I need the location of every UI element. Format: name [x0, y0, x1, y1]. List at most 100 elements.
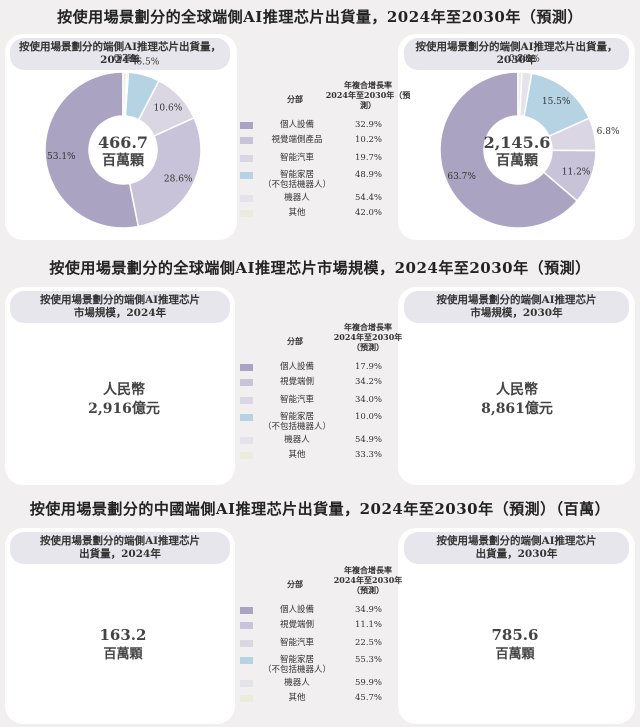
legend-label: 其他: [288, 208, 306, 218]
legend-label: 機器人: [284, 678, 310, 688]
legend-swatch-vision: [240, 379, 253, 386]
slice-label: 63.7%: [447, 172, 476, 182]
legend-cagr-value: 34.2%: [355, 377, 383, 387]
legend-label: 視覺端側: [279, 377, 314, 387]
legend-section-2: 分部 年複合增長率 2024年至2030年 （預測） 個人設備 17.9% 視覺端側 34…: [235, 322, 410, 472]
legend-cagr-value: 54.9%: [355, 435, 383, 445]
legend-swatch-vision: [240, 622, 253, 629]
center-value: 785.6: [491, 626, 539, 644]
panel-header: 按使用場景劃分的端側AI推理芯片 市場規模，2024年: [10, 291, 230, 323]
center-value: 163.2: [99, 626, 147, 644]
legend-swatch-robot: [240, 437, 253, 444]
legend-swatch-personal: [240, 364, 253, 371]
legend-swatch-vision: [240, 137, 253, 144]
slice-label: 0.4%: [117, 54, 140, 64]
legend-label: 智能汽車: [279, 153, 314, 163]
panel-header: 按使用場景劃分的端側AI推理芯片 市場規模，2030年: [404, 291, 629, 323]
donut-center-label: 466.7 百萬顆: [88, 133, 158, 171]
section-title-3: 按使用場景劃分的中國端側AI推理芯片出貨量，2024年至2030年（預測）（百萬…: [29, 500, 611, 518]
legend-cagr-value: 34.9%: [355, 605, 383, 615]
legend-cagr-value: 11.1%: [355, 620, 383, 630]
section-title-1: 按使用場景劃分的全球端側AI推理芯片出貨量，2024年至2030年（預測）: [57, 8, 583, 26]
legend-header-cagr: 年複合增長率 2024年至2030年（預測）: [325, 80, 411, 110]
panel-header: 按使用場景劃分的端側AI推理芯片 出貨量，2030年: [404, 532, 629, 564]
donut-slice-other: [517, 71, 523, 117]
center-unit: 百萬顆: [103, 647, 143, 662]
legend-header-category: 分部: [287, 336, 303, 346]
center-unit: 百萬顆: [496, 153, 538, 169]
legend-label: 個人設備: [279, 120, 314, 130]
legend-label: 視覺端側產品: [271, 135, 323, 145]
legend-cagr-value: 42.0%: [355, 208, 383, 218]
legend-swatch-home: [240, 172, 253, 179]
legend-cagr-value: 17.9%: [355, 362, 383, 372]
section-title-2: 按使用場景劃分的全球端側AI推理芯片市場規模，2024年至2030年（預測）: [49, 259, 591, 277]
center-value: 466.7: [97, 133, 149, 152]
legend-swatch-robot: [240, 680, 253, 687]
legend-cagr-value: 10.0%: [355, 412, 383, 422]
slice-label: 15.5%: [542, 97, 571, 107]
legend-label: 其他: [288, 450, 306, 460]
legend-label: 個人設備: [279, 362, 314, 372]
slice-label: 11.2%: [562, 168, 591, 178]
donut-center-label: 2,145.6 百萬顆: [477, 133, 557, 171]
legend-cagr-value: 45.7%: [355, 693, 383, 703]
donut-center-label: 163.2 百萬顆: [88, 626, 158, 664]
center-value: 2,145.6: [483, 133, 551, 152]
donut-slice-other: [122, 71, 128, 117]
legend-cagr-value: 10.2%: [355, 135, 383, 145]
slice-label: 0.8%: [509, 54, 532, 64]
legend-header-category: 分部: [287, 94, 303, 104]
donut-center-label: 785.6 百萬顆: [480, 626, 550, 664]
legend-swatch-auto: [240, 397, 253, 404]
legend-section-1: 分部 年複合增長率 2024年至2030年（預測） 個人設備 32.9% 視覺端側產品 1…: [235, 80, 410, 230]
legend-header-cagr: 年複合增長率 2024年至2030年 （預測）: [333, 322, 403, 352]
legend-cagr-value: 54.4%: [355, 193, 383, 203]
legend-swatch-auto: [240, 640, 253, 647]
center-unit: 8,861億元: [481, 401, 553, 417]
legend-swatch-other: [240, 210, 253, 217]
center-unit: 百萬顆: [495, 647, 535, 662]
slice-label: 2.0%: [517, 55, 540, 65]
donut-slice-vision: [128, 116, 202, 228]
legend-swatch-personal: [240, 122, 253, 129]
center-unit: 2,916億元: [88, 401, 160, 417]
legend-cagr-value: 22.5%: [355, 638, 383, 648]
legend-cagr-value: 55.3%: [355, 655, 383, 665]
panel-header: 按使用場景劃分的端側AI推理芯片 出貨量，2024年: [10, 532, 230, 564]
legend-section-3: 分部 年複合增長率 2024年至2030年 （預測） 個人設備 34.9% 視覺端側 11…: [235, 565, 410, 715]
donut-slice-personal: [44, 71, 140, 229]
legend-cagr-value: 32.9%: [355, 120, 383, 130]
legend-cagr-value: 19.7%: [355, 153, 383, 163]
legend-label: 個人設備: [279, 605, 314, 615]
donut-center-label: 人民幣 2,916億元: [82, 381, 166, 419]
donut-slice-personal: [439, 71, 579, 229]
legend-cagr-value: 48.9%: [355, 170, 383, 180]
legend-label: 機器人: [284, 435, 310, 445]
center-unit: 百萬顆: [102, 153, 144, 169]
legend-swatch-robot: [240, 195, 253, 202]
slice-label: 6.8%: [597, 127, 620, 137]
slice-label: 10.6%: [154, 103, 183, 113]
legend-label: 智能汽車: [279, 395, 314, 405]
center-value: 人民幣: [496, 382, 538, 398]
legend-cagr-value: 33.3%: [355, 450, 383, 460]
legend-label: 智能汽車: [279, 638, 314, 648]
center-value: 人民幣: [103, 382, 145, 398]
legend-header-category: 分部: [287, 579, 303, 589]
legend-swatch-other: [240, 452, 253, 459]
legend-swatch-home: [240, 657, 253, 664]
slice-label: 6.5%: [136, 57, 159, 67]
legend-cagr-value: 34.0%: [355, 395, 383, 405]
legend-swatch-home: [240, 414, 253, 421]
legend-label: 智能家居 （不包括機器人）: [262, 170, 331, 190]
legend-label: 智能家居 （不包括機器人）: [262, 412, 331, 432]
slice-label: 0.7%: [114, 54, 137, 64]
slice-label: 53.1%: [47, 152, 76, 162]
legend-label: 視覺端側: [279, 620, 314, 630]
legend-label: 機器人: [284, 193, 310, 203]
legend-swatch-personal: [240, 607, 253, 614]
legend-header-cagr: 年複合增長率 2024年至2030年 （預測）: [333, 565, 403, 595]
panel-header: 按使用場景劃分的端側AI推理芯片出貨量， 2030年: [404, 38, 629, 70]
legend-swatch-auto: [240, 155, 253, 162]
